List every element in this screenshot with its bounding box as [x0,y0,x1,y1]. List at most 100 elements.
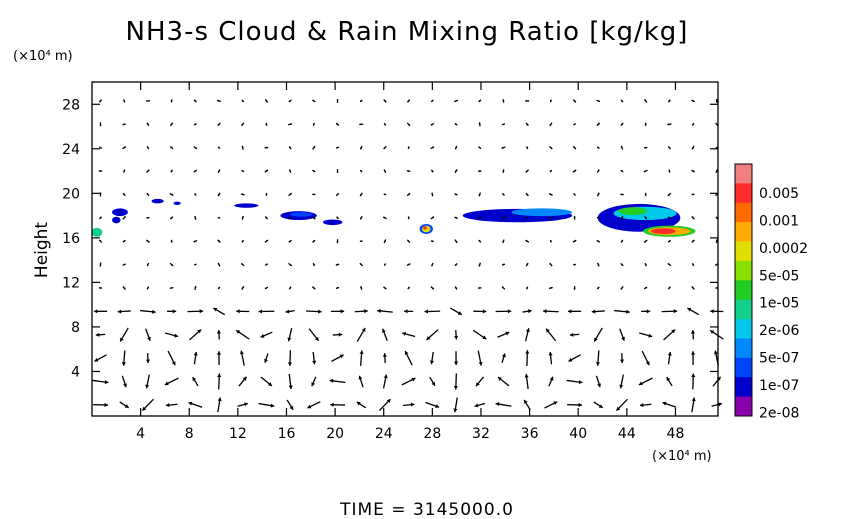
colorbar-swatch-2 [735,202,752,223]
wind-vector-head-260 [526,216,529,219]
wind-vector-head-287 [574,240,577,242]
wind-vector-head-133 [312,240,315,243]
x-unit-label: (×10⁴ m) [652,449,712,464]
wind-vector-head-365 [716,376,721,381]
wind-vector-head-222 [454,123,457,126]
wind-vector-head-8 [99,216,102,219]
wind-vector-head-193 [407,147,410,150]
wind-vector-head-301 [597,240,600,243]
wind-vector-head-244 [502,263,505,266]
wind-vector-head-77 [217,239,220,242]
wind-vector-head-135 [313,193,316,196]
wind-vector-head-191 [408,193,411,196]
wind-vector-head-285 [573,288,576,290]
wind-vector-head-5 [100,286,103,289]
wind-vector-head-253 [524,373,529,378]
wind-vector-head-192 [406,170,409,173]
wind-vector-head-102 [258,309,263,314]
wind-vector-head-311 [621,336,625,341]
wind-vector-head-34 [146,264,149,267]
x-tick-label-8: 36 [521,426,539,442]
wind-vector-head-67 [194,147,197,149]
wind-vector-head-291 [573,146,576,149]
wind-vector-head-196 [435,404,440,409]
wind-vector-head-58 [193,351,198,356]
mixing-ratio-cell-13 [511,208,573,217]
wind-vector-head-294 [598,404,603,408]
wind-vector-head-176 [383,216,386,219]
wind-vector-head-149 [336,193,339,196]
wind-vector-head-53 [170,146,173,149]
wind-vector-head-88 [236,309,240,314]
wind-vector-head-205 [431,192,434,195]
wind-vector-head-141 [329,378,334,383]
y-tick-label-6: 28 [62,97,80,113]
wind-vector-head-250 [502,123,505,126]
wind-vector-head-146 [335,263,338,266]
wind-vector-head-326 [646,309,651,314]
wind-vector-head-127 [311,382,316,387]
wind-vector-head-296 [595,362,600,366]
wind-vector-head-31 [147,336,151,341]
wind-vector-head-121 [289,193,292,196]
colorbar-label-8: 2e-08 [759,405,799,421]
wind-vector-head-3 [95,332,100,337]
wind-vector-head-60 [199,309,204,314]
wind-vector-head-318 [620,170,623,172]
wind-vector-head-82 [217,123,220,126]
x-tick-label-7: 32 [472,426,490,442]
wind-vector-head-134 [313,217,316,220]
wind-vector-head-357 [692,239,695,242]
wind-vector-head-50 [170,217,173,220]
wind-vector-head-130 [318,309,322,314]
wind-vector-field [92,98,724,413]
colorbar-swatch-9 [735,338,752,359]
colorbar: 0.005 0.001 0.0002 5e-05 1e-05 2e-06 5e-07 1e-0… [734,163,808,421]
wind-vector-head-272 [549,263,552,266]
wind-vector-head-162 [360,217,363,220]
wind-vector-head-259 [525,240,528,242]
wind-vector-head-199 [426,336,431,340]
wind-vector-head-159 [360,286,363,289]
wind-vector-head-325 [648,333,653,338]
wind-vector-head-279 [549,100,552,103]
wind-vector-head-124 [290,123,293,126]
wind-vector-head-156 [359,350,364,355]
wind-vector-head-204 [431,216,434,219]
wind-vector-head-256 [527,309,532,314]
colorbar-label-1: 0.001 [759,214,799,230]
wind-vector-head-83 [217,99,220,102]
wind-vector-head-114 [287,362,293,367]
wind-vector-head-264 [526,123,529,126]
wind-vector-head-327 [645,287,648,289]
wind-vector-head-132 [312,264,315,267]
mixing-ratio-cell-11 [423,226,427,230]
wind-vector-head-324 [645,361,650,366]
wind-vector-head-113 [288,385,293,390]
wind-vector-head-290 [574,169,577,172]
wind-vector-head-319 [620,145,623,148]
wind-vector-head-70 [217,397,222,402]
wind-vector-head-330 [644,217,647,220]
wind-vector-head-144 [340,309,345,314]
wind-vector-head-298 [591,309,596,314]
wind-vector-head-171 [381,328,386,333]
wind-vector-head-206 [431,169,434,172]
wind-vector-head-166 [359,123,362,126]
wind-vector-head-118 [289,263,292,266]
wind-vector-head-313 [620,287,623,290]
mixing-ratio-cell-3 [151,198,164,204]
wind-vector-head-314 [621,263,624,266]
wind-vector-head-9 [99,192,102,195]
y-tick-label-3: 16 [62,231,80,247]
wind-vector-head-175 [384,239,386,242]
colorbar-swatch-7 [735,299,752,320]
wind-vector-head-74 [213,307,218,312]
wind-vector-head-125 [288,100,291,102]
wind-vector-head-268 [548,351,553,356]
wind-vector-head-92 [241,215,244,218]
wind-vector-head-295 [597,383,602,388]
wind-vector-head-22 [123,216,126,219]
